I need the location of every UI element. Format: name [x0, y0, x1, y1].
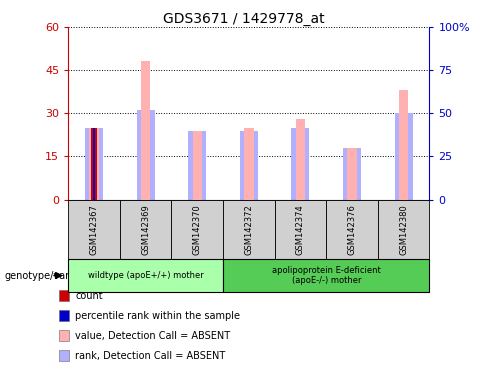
Text: rank, Detection Call = ABSENT: rank, Detection Call = ABSENT — [75, 351, 225, 361]
Bar — [399, 90, 408, 200]
Text: percentile rank within the sample: percentile rank within the sample — [75, 311, 240, 321]
Bar — [240, 131, 258, 200]
Bar — [347, 148, 357, 200]
Bar — [343, 148, 361, 200]
Text: GSM142367: GSM142367 — [90, 204, 99, 255]
Text: wildtype (apoE+/+) mother: wildtype (apoE+/+) mother — [88, 271, 203, 280]
Bar — [188, 131, 206, 200]
Bar — [193, 131, 202, 200]
Bar — [93, 127, 95, 200]
Bar — [291, 127, 309, 200]
Text: count: count — [75, 291, 103, 301]
Bar — [89, 127, 99, 200]
Text: genotype/variation: genotype/variation — [5, 270, 98, 281]
Text: GSM142372: GSM142372 — [244, 204, 253, 255]
Bar — [141, 61, 150, 200]
Bar — [137, 111, 155, 200]
Text: GDS3671 / 1429778_at: GDS3671 / 1429778_at — [163, 12, 325, 25]
Text: value, Detection Call = ABSENT: value, Detection Call = ABSENT — [75, 331, 230, 341]
Text: apolipoprotein E-deficient
(apoE-/-) mother: apolipoprotein E-deficient (apoE-/-) mot… — [272, 266, 381, 285]
Text: GSM142370: GSM142370 — [193, 204, 202, 255]
Text: GSM142380: GSM142380 — [399, 204, 408, 255]
Bar — [85, 127, 103, 200]
Text: GSM142369: GSM142369 — [141, 204, 150, 255]
Bar — [91, 127, 97, 200]
Text: GSM142376: GSM142376 — [347, 204, 357, 255]
Bar — [244, 127, 254, 200]
Bar — [395, 113, 413, 200]
Bar — [296, 119, 305, 200]
Text: GSM142374: GSM142374 — [296, 204, 305, 255]
